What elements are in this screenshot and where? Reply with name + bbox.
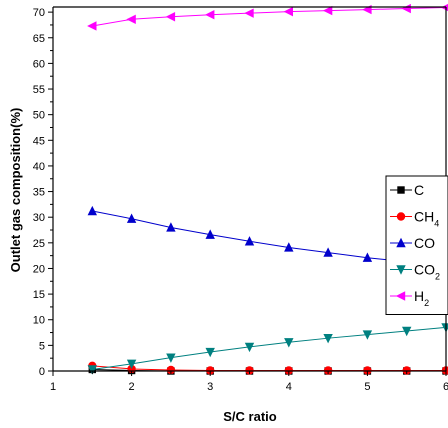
data-point-h2 [165, 12, 176, 22]
legend: C CH4 CO CO2 H2 [385, 175, 448, 315]
x-tick-label: 6 [443, 381, 448, 393]
y-tick-label: 15 [33, 289, 45, 301]
data-point-h2 [87, 21, 97, 31]
legend-label-co: CO [414, 235, 435, 251]
y-tick-label: 50 [33, 110, 45, 122]
data-point-h2 [322, 5, 333, 16]
data-point-co [87, 205, 97, 216]
data-point-h2 [283, 6, 293, 17]
legend-item-ch4: CH4 [390, 209, 439, 229]
data-point-h2 [401, 3, 411, 14]
x-tick-label: 3 [207, 381, 213, 393]
x-tick-label: 4 [286, 381, 292, 393]
series-line-ch4 [92, 365, 446, 371]
x-axis-title: S/C ratio [223, 409, 277, 424]
y-tick-label: 60 [33, 58, 45, 70]
y-tick-label: 25 [33, 238, 45, 250]
data-point-co [284, 242, 294, 252]
data-point-co2 [87, 365, 97, 375]
legend-label-ch4: CH4 [414, 209, 439, 229]
data-point-ch4 [166, 365, 176, 375]
y-tick-label: 5 [39, 340, 45, 352]
x-tick-label: 5 [364, 381, 370, 393]
series-h2 [87, 3, 448, 31]
data-point-co [244, 236, 255, 246]
data-point-co2 [362, 330, 373, 340]
legend-label-c: C [414, 182, 424, 198]
y-tick-label: 30 [33, 212, 45, 224]
y-tick-label: 35 [33, 187, 45, 199]
legend-marker-co [396, 237, 406, 248]
y-tick-label: 40 [33, 161, 45, 173]
data-point-co [323, 247, 333, 257]
legend-marker-c [397, 186, 405, 194]
data-point-co [205, 229, 215, 239]
legend-marker-co2 [396, 265, 406, 275]
data-point-co2 [166, 353, 176, 363]
data-point-h2 [126, 14, 136, 25]
data-point-co2 [402, 326, 412, 337]
y-tick-label: 45 [33, 135, 45, 147]
legend-marker-h2 [395, 291, 406, 301]
data-point-co [126, 213, 137, 223]
y-tick-label: 20 [33, 263, 45, 275]
legend-marker-ch4 [396, 212, 406, 221]
data-point-co2 [284, 338, 294, 348]
legend-item-h2: H2 [390, 288, 429, 308]
legend-item-co: CO [390, 235, 435, 251]
y-tick-label: 55 [33, 84, 45, 96]
y-tick-label: 70 [33, 7, 45, 19]
legend-label-co2: CO2 [414, 262, 440, 282]
data-point-h2 [362, 4, 372, 15]
y-tick-label: 0 [39, 366, 45, 378]
legend-item-c: C [390, 182, 424, 198]
y-tick-label: 10 [33, 315, 45, 327]
data-point-co2 [323, 333, 333, 344]
x-tick-label: 2 [129, 381, 135, 393]
legend-label-h2: H2 [414, 288, 429, 308]
series-co2 [87, 323, 448, 375]
legend-box [385, 175, 448, 315]
data-point-co2 [244, 342, 255, 353]
data-point-co [362, 252, 373, 262]
data-point-co2 [205, 347, 215, 358]
x-tick-label: 1 [50, 381, 56, 393]
y-axis-title: Outlet gas composition(%) [8, 108, 23, 273]
series-line-h2 [92, 7, 447, 27]
data-point-h2 [244, 8, 254, 18]
series-ch4 [88, 361, 448, 375]
data-point-co2 [126, 359, 137, 370]
legend-item-co2: CO2 [390, 262, 440, 282]
series-line-co2 [92, 326, 447, 370]
data-point-h2 [205, 9, 215, 20]
y-tick-label: 65 [33, 33, 45, 45]
data-point-co [166, 222, 176, 232]
